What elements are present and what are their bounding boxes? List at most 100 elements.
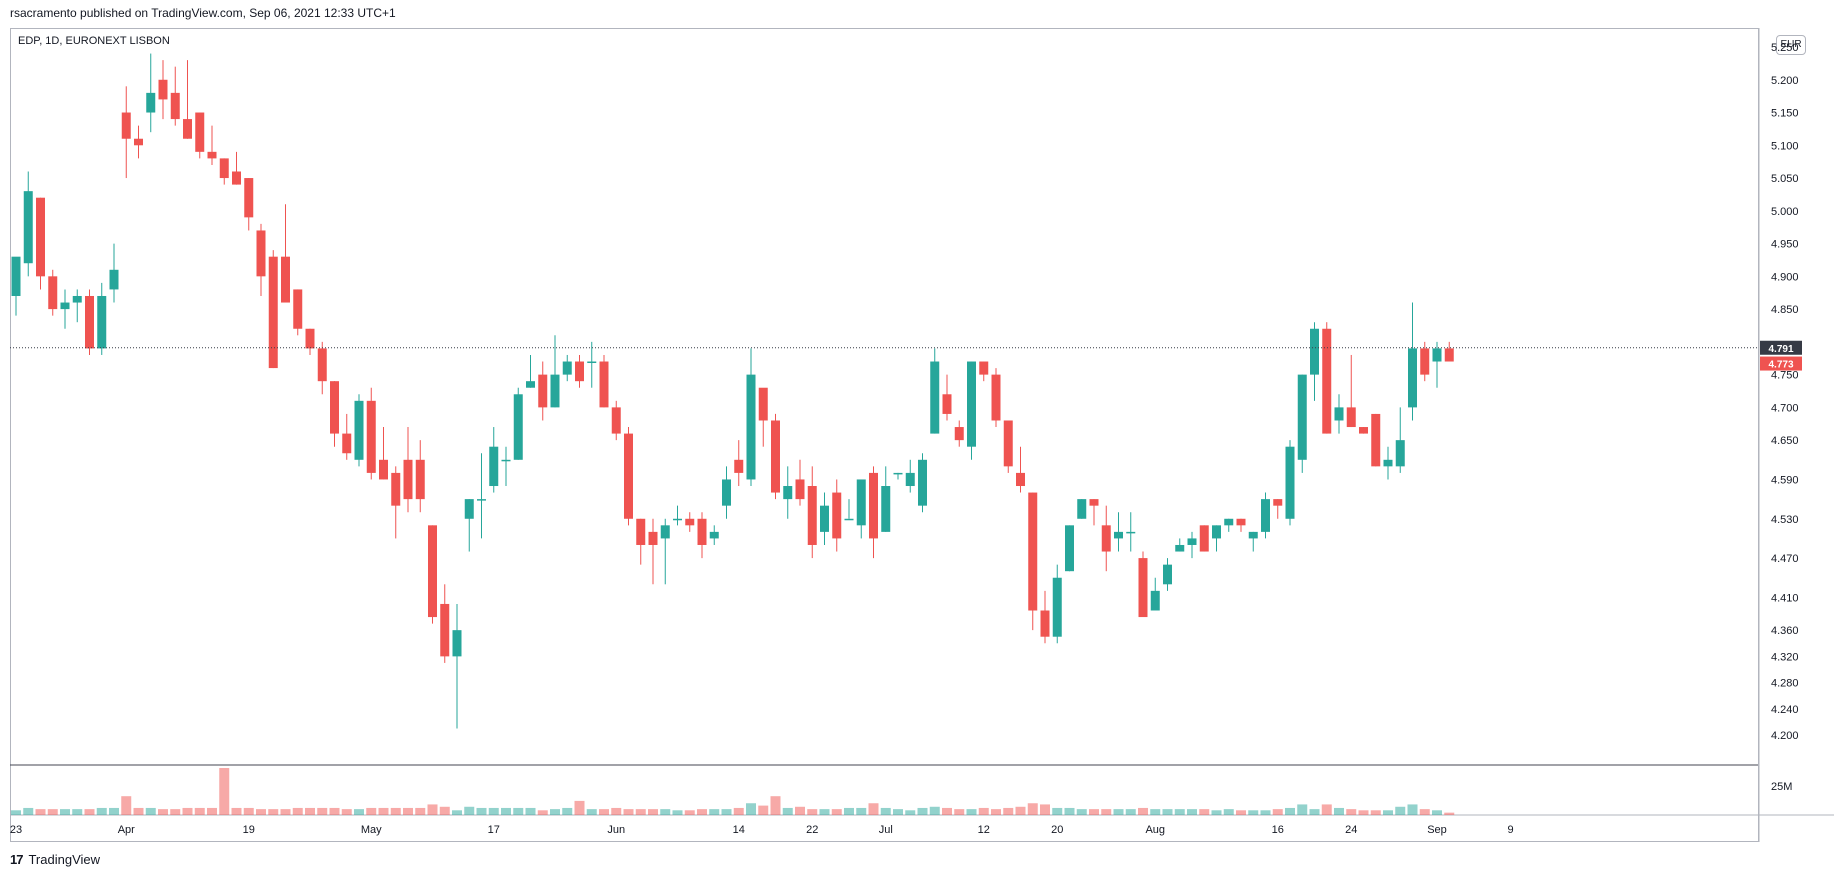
volume-bar	[978, 807, 989, 815]
volume-bar	[35, 809, 46, 815]
volume-bar	[1064, 807, 1075, 815]
candle-body	[72, 295, 82, 303]
x-tick-label: 14	[733, 824, 745, 836]
candle-body	[36, 197, 45, 277]
volume-bar	[1089, 809, 1099, 815]
volume-bar	[525, 807, 536, 815]
volume-bar	[366, 807, 377, 815]
volume-bar	[243, 807, 254, 815]
candle-body	[783, 486, 793, 500]
volume-bar	[256, 809, 266, 815]
candle-body	[905, 472, 915, 487]
volume-bar	[1027, 803, 1038, 815]
volume-bar	[145, 807, 156, 815]
x-tick-label: 22	[806, 824, 818, 836]
x-tick-label: 20	[1051, 824, 1063, 836]
volume-bar	[1150, 809, 1161, 815]
candle-body	[893, 472, 903, 475]
volume-bar	[1162, 809, 1173, 815]
volume-bar	[207, 807, 217, 815]
volume-axis-label: 25M	[1771, 781, 1792, 793]
y-tick-label: 4.360	[1771, 625, 1799, 637]
candle-body	[1212, 525, 1221, 539]
candle-body	[403, 459, 413, 500]
candle-body	[293, 289, 303, 329]
volume-bar	[1138, 807, 1148, 815]
candle-body	[1236, 518, 1246, 526]
candle-body	[1150, 590, 1160, 611]
volume-bar	[1432, 810, 1442, 815]
volume-bar	[72, 809, 83, 815]
publish-info: rsacramento published on TradingView.com…	[10, 6, 396, 20]
volume-bar	[317, 807, 328, 815]
candle-body	[1089, 499, 1099, 506]
candle-body	[599, 361, 609, 408]
y-tick-label: 4.700	[1771, 402, 1799, 414]
candle-body	[391, 472, 401, 506]
candle-body	[1040, 610, 1050, 637]
volume-bar	[47, 809, 58, 815]
candle-body	[1285, 446, 1295, 519]
volume-bar	[1015, 806, 1026, 815]
candle-body	[134, 138, 143, 146]
x-tick-label: 12	[978, 824, 990, 836]
volume-bar	[1309, 809, 1320, 815]
candle-body	[1334, 407, 1344, 421]
candle-body	[697, 518, 707, 545]
candle-body	[1273, 499, 1283, 506]
candle-body	[991, 374, 1001, 421]
volume-bar	[991, 809, 1001, 815]
volume-bar	[954, 809, 965, 815]
brand-name: TradingView	[28, 852, 101, 867]
candle-body	[685, 518, 695, 526]
volume-bar	[109, 807, 119, 815]
candle-body	[1187, 538, 1197, 545]
y-tick-label: 5.200	[1771, 75, 1799, 87]
tradingview-brand[interactable]: 17 TradingView	[10, 852, 100, 867]
candle-body	[1420, 348, 1430, 375]
last-price-tag	[1760, 356, 1802, 371]
volume-bar	[194, 807, 205, 815]
candle-body	[611, 407, 621, 434]
volume-bar	[1321, 804, 1332, 815]
candle-body	[1432, 348, 1442, 362]
candle-body	[121, 112, 131, 139]
volume-bar	[1187, 809, 1197, 815]
candle-body	[709, 531, 719, 539]
volume-bar	[452, 810, 462, 815]
candle-body	[1016, 472, 1025, 487]
candle-body	[317, 348, 327, 382]
volume-bar	[1125, 809, 1136, 815]
volume-bar	[844, 807, 854, 815]
candle-body	[1322, 328, 1332, 434]
candle-body	[60, 302, 70, 310]
candle-body	[1138, 558, 1148, 618]
candle-body	[758, 387, 768, 421]
volume-bar	[476, 807, 487, 815]
volume-bar	[623, 809, 634, 815]
volume-bar	[574, 800, 585, 815]
candle-body	[1383, 459, 1393, 467]
volume-bar	[488, 807, 499, 815]
y-tick-label: 4.950	[1771, 239, 1799, 251]
y-tick-label: 4.280	[1771, 678, 1799, 690]
volume-bar	[1076, 809, 1087, 815]
y-tick-label: 5.250	[1771, 42, 1799, 54]
currency-button[interactable]: EUR	[1776, 35, 1806, 55]
volume-bar	[648, 809, 658, 815]
y-tick-label: 4.590	[1771, 474, 1799, 486]
y-tick-label: 4.530	[1771, 514, 1799, 526]
candle-body	[183, 119, 192, 139]
volume-bar	[868, 803, 879, 815]
volume-bar	[562, 807, 573, 815]
y-tick-label: 4.900	[1771, 271, 1799, 283]
candle-body	[501, 459, 511, 462]
x-tick-label: Apr	[118, 824, 135, 836]
volume-bar	[831, 809, 842, 815]
volume-bar	[158, 809, 168, 815]
volume-bar	[84, 809, 95, 815]
volume-bar	[917, 807, 928, 815]
candle-body	[428, 525, 437, 618]
candle-body	[1028, 492, 1038, 611]
